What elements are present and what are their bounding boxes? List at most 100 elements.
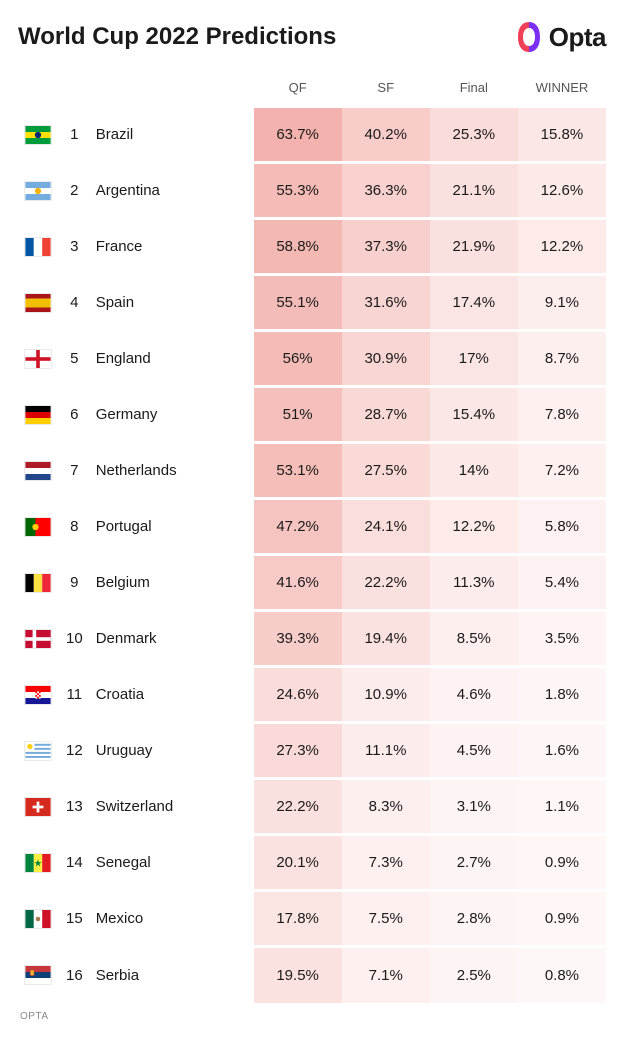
value-cell: 4.5%	[430, 723, 518, 779]
team-cell: Denmark	[90, 611, 254, 667]
col-qf: QF	[254, 72, 342, 107]
value-cell: 2.8%	[430, 891, 518, 947]
value-cell: 14%	[430, 443, 518, 499]
value-cell: 39.3%	[254, 611, 342, 667]
value-cell: 63.7%	[254, 107, 342, 163]
value-cell: 37.3%	[342, 219, 430, 275]
value-cell: 51%	[254, 387, 342, 443]
flag-cell	[18, 275, 59, 331]
table-row: 12Uruguay27.3%11.1%4.5%1.6%	[18, 723, 606, 779]
value-cell: 15.8%	[518, 107, 606, 163]
flag-cell	[18, 947, 59, 1003]
value-cell: 1.8%	[518, 667, 606, 723]
value-cell: 28.7%	[342, 387, 430, 443]
predictions-card: World Cup 2022 Predictions Opta QF SF Fi…	[0, 0, 624, 1032]
flag-cell	[18, 667, 59, 723]
flag-cell	[18, 499, 59, 555]
rank-cell: 2	[59, 163, 90, 219]
team-cell: Switzerland	[90, 779, 254, 835]
flag-cell	[18, 835, 59, 891]
flag-cell	[18, 779, 59, 835]
value-cell: 17.8%	[254, 891, 342, 947]
value-cell: 2.5%	[430, 947, 518, 1003]
flag-cell	[18, 723, 59, 779]
rank-cell: 5	[59, 331, 90, 387]
value-cell: 1.6%	[518, 723, 606, 779]
value-cell: 7.8%	[518, 387, 606, 443]
value-cell: 55.1%	[254, 275, 342, 331]
table-header: QF SF Final WINNER	[18, 72, 606, 107]
value-cell: 41.6%	[254, 555, 342, 611]
value-cell: 27.5%	[342, 443, 430, 499]
flag-cell	[18, 611, 59, 667]
value-cell: 8.7%	[518, 331, 606, 387]
flag-cell	[18, 387, 59, 443]
value-cell: 0.8%	[518, 947, 606, 1003]
rank-cell: 3	[59, 219, 90, 275]
value-cell: 7.3%	[342, 835, 430, 891]
rank-cell: 14	[59, 835, 90, 891]
table-row: 15Mexico17.8%7.5%2.8%0.9%	[18, 891, 606, 947]
value-cell: 19.5%	[254, 947, 342, 1003]
table-row: 5England56%30.9%17%8.7%	[18, 331, 606, 387]
table-row: 2Argentina55.3%36.3%21.1%12.6%	[18, 163, 606, 219]
team-cell: Spain	[90, 275, 254, 331]
rank-cell: 6	[59, 387, 90, 443]
team-cell: Mexico	[90, 891, 254, 947]
table-row: 13Switzerland22.2%8.3%3.1%1.1%	[18, 779, 606, 835]
value-cell: 24.1%	[342, 499, 430, 555]
flag-cell	[18, 891, 59, 947]
table-row: 1Brazil63.7%40.2%25.3%15.8%	[18, 107, 606, 163]
brand-logo: Opta	[515, 20, 606, 54]
value-cell: 12.2%	[518, 219, 606, 275]
flag-cell	[18, 555, 59, 611]
source-label: OPTA	[18, 1003, 606, 1026]
value-cell: 21.9%	[430, 219, 518, 275]
value-cell: 31.6%	[342, 275, 430, 331]
value-cell: 2.7%	[430, 835, 518, 891]
value-cell: 58.8%	[254, 219, 342, 275]
table-row: 16Serbia19.5%7.1%2.5%0.8%	[18, 947, 606, 1003]
team-cell: England	[90, 331, 254, 387]
value-cell: 15.4%	[430, 387, 518, 443]
value-cell: 7.5%	[342, 891, 430, 947]
table-row: 4Spain55.1%31.6%17.4%9.1%	[18, 275, 606, 331]
value-cell: 17%	[430, 331, 518, 387]
value-cell: 17.4%	[430, 275, 518, 331]
value-cell: 11.1%	[342, 723, 430, 779]
team-cell: Croatia	[90, 667, 254, 723]
flag-cell	[18, 331, 59, 387]
table-row: 10Denmark39.3%19.4%8.5%3.5%	[18, 611, 606, 667]
value-cell: 5.4%	[518, 555, 606, 611]
value-cell: 8.3%	[342, 779, 430, 835]
team-cell: Senegal	[90, 835, 254, 891]
rank-cell: 7	[59, 443, 90, 499]
table-row: 11Croatia24.6%10.9%4.6%1.8%	[18, 667, 606, 723]
rank-cell: 8	[59, 499, 90, 555]
team-cell: Argentina	[90, 163, 254, 219]
value-cell: 8.5%	[430, 611, 518, 667]
rank-cell: 4	[59, 275, 90, 331]
value-cell: 10.9%	[342, 667, 430, 723]
value-cell: 27.3%	[254, 723, 342, 779]
col-winner: WINNER	[518, 72, 606, 107]
table-row: 14Senegal20.1%7.3%2.7%0.9%	[18, 835, 606, 891]
value-cell: 20.1%	[254, 835, 342, 891]
table-row: 8Portugal47.2%24.1%12.2%5.8%	[18, 499, 606, 555]
rank-cell: 16	[59, 947, 90, 1003]
col-final: Final	[430, 72, 518, 107]
value-cell: 55.3%	[254, 163, 342, 219]
team-cell: France	[90, 219, 254, 275]
col-sf: SF	[342, 72, 430, 107]
rank-cell: 10	[59, 611, 90, 667]
rank-cell: 15	[59, 891, 90, 947]
team-cell: Brazil	[90, 107, 254, 163]
value-cell: 25.3%	[430, 107, 518, 163]
value-cell: 0.9%	[518, 891, 606, 947]
team-cell: Netherlands	[90, 443, 254, 499]
value-cell: 12.2%	[430, 499, 518, 555]
table-row: 6Germany51%28.7%15.4%7.8%	[18, 387, 606, 443]
team-cell: Germany	[90, 387, 254, 443]
value-cell: 12.6%	[518, 163, 606, 219]
value-cell: 5.8%	[518, 499, 606, 555]
